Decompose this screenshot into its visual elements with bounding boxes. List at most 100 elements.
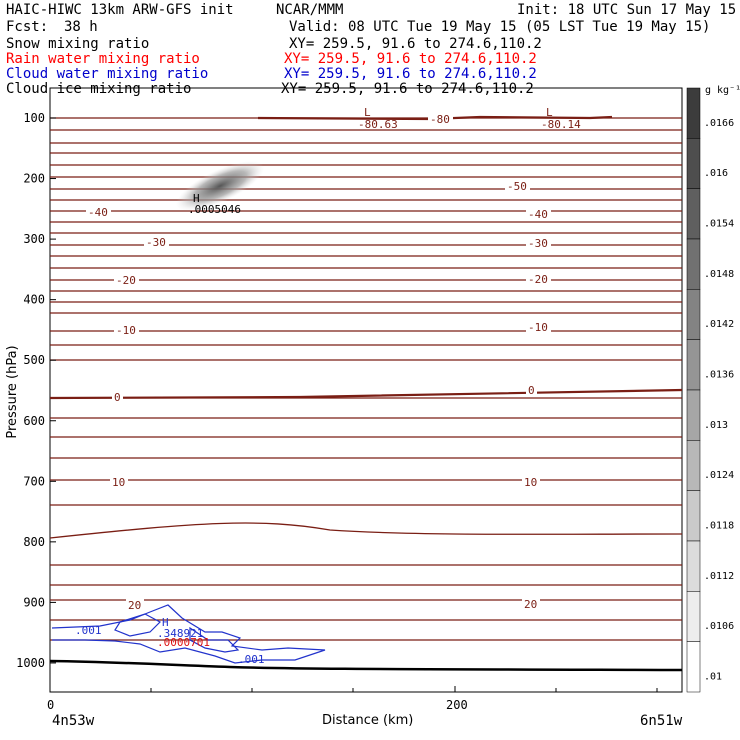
isotherm-label-bg — [526, 384, 537, 396]
forecast-hour: 38 h — [64, 19, 98, 35]
y-tick-label-900: 900 — [23, 595, 45, 609]
isotherm-label: -40 — [88, 206, 108, 219]
colorbar-segment — [686, 188, 701, 240]
isotherm-label: -10 — [116, 324, 136, 337]
isotherm-label: -20 — [116, 274, 136, 287]
colorbar-segment — [686, 238, 701, 290]
isotherm-label-bg — [526, 273, 551, 285]
isotherm-label-bg — [112, 391, 123, 403]
isotherm-label-bg — [114, 324, 139, 336]
field-name-cloud-ice: Cloud ice mixing ratio — [6, 81, 192, 97]
isotherm-label: -30 — [146, 236, 166, 249]
y-tick-label-300: 300 — [23, 232, 45, 246]
temp-low-marker-2: L — [546, 106, 553, 119]
y-tick-label-500: 500 — [23, 353, 45, 367]
temp-low-value-2: -80.14 — [541, 118, 581, 131]
field-xy-cloud-water: XY= 259.5, 91.6 to 274.6,110.2 — [284, 66, 537, 82]
temperature-contours — [49, 115, 683, 641]
left-location: 4n53w — [52, 713, 95, 729]
isotherm-label: 0 — [114, 391, 121, 404]
isotherm-label: 20 — [128, 599, 141, 612]
y-tick-label-400: 400 — [23, 293, 45, 307]
isotherm-label-bg — [526, 208, 551, 220]
field-name-cloud-water: Cloud water mixing ratio — [6, 66, 209, 82]
y-tick-label-1000: 1000 — [16, 656, 45, 670]
colorbar-segment — [686, 87, 701, 139]
x-tick-0: 0 — [47, 698, 54, 712]
colorbar-label: .0112 — [704, 571, 734, 582]
cloud-water-max-marker: H — [162, 616, 169, 629]
field-name-rain: Rain water mixing ratio — [6, 51, 200, 67]
colorbar-label: .013 — [704, 420, 728, 431]
terrain-line — [49, 659, 683, 672]
isotherm-label-bg — [505, 180, 530, 192]
cloud-water-label-2: .001 — [238, 653, 265, 666]
colorbar-segment — [686, 389, 701, 441]
y-axis-ticks: 100 200 300 400 500 600 700 800 900 1000 — [16, 111, 56, 670]
isotherm-label: -20 — [528, 273, 548, 286]
cloud-water-max-value: .348921 — [157, 627, 203, 640]
colorbar-label: .0124 — [704, 470, 734, 481]
isotherm-label-bg — [526, 237, 551, 249]
colorbar-label: .0148 — [704, 269, 734, 280]
isotherm-label-bg — [110, 476, 128, 488]
cloud-water-label-1: .001 — [75, 624, 102, 637]
colorbar-unit: g kg⁻¹ — [705, 85, 740, 96]
colorbar-segment — [686, 339, 701, 391]
colorbar-segment — [686, 138, 701, 189]
isotherm-label: -50 — [507, 180, 527, 193]
isotherm-label: 10 — [112, 476, 125, 489]
isotherm-label-bg — [126, 599, 144, 611]
field-xy-cloud-ice: XY= 259.5, 91.6 to 274.6,110.2 — [281, 81, 534, 97]
colorbar-segment — [686, 540, 701, 592]
colorbar-label: .01 — [704, 671, 722, 682]
colorbar-label: .0106 — [704, 621, 734, 632]
forecast-label: Fcst: — [6, 19, 49, 35]
isotherm-label: -40 — [528, 208, 548, 221]
y-tick-label-600: 600 — [23, 414, 45, 428]
y-tick-label-100: 100 — [23, 111, 45, 125]
model-title: HAIC-HIWC 13km ARW-GFS init — [6, 2, 234, 18]
isotherm-label: 20 — [524, 598, 537, 611]
x-axis-ticks — [49, 686, 658, 692]
x-axis-label: Distance (km) — [322, 713, 414, 728]
y-tick-label-200: 200 — [23, 172, 45, 186]
colorbar-label: .0118 — [704, 520, 734, 531]
y-tick-label-700: 700 — [23, 474, 45, 488]
colorbar-segment — [686, 641, 701, 693]
colorbar: .0166 .016 .0154 .0148 .0142 .0136 .013 .0124 .0… — [686, 87, 734, 693]
isotherm-label: 10 — [524, 476, 537, 489]
init-time: Init: 18 UTC Sun 17 May 15 — [517, 2, 737, 18]
isotherm-label-bg — [522, 598, 540, 610]
colorbar-segment — [686, 289, 701, 340]
isotherm-label: 0 — [528, 384, 535, 397]
rain-max-value: .0000701 — [157, 636, 210, 649]
y-axis-label: Pressure (hPa) — [5, 345, 20, 439]
valid-time: Valid: 08 UTC Tue 19 May 15 (05 LST Tue … — [289, 19, 711, 35]
colorbar-label: .0136 — [704, 369, 734, 380]
right-location: 6n51w — [640, 713, 683, 729]
x-tick-200: 200 — [446, 698, 468, 712]
colorbar-segment — [686, 440, 701, 491]
isotherm-label-bg — [522, 476, 540, 488]
isotherm-label: -30 — [528, 237, 548, 250]
y-tick-label-800: 800 — [23, 535, 45, 549]
field-xy-rain: XY= 259.5, 91.6 to 274.6,110.2 — [284, 51, 537, 67]
isotherm-label: -10 — [528, 321, 548, 334]
snow-shading — [175, 161, 265, 211]
isotherm-label-bg — [86, 206, 111, 218]
cloud-water-contours — [51, 604, 326, 664]
isotherm-zero-line — [49, 388, 683, 400]
field-xy-snow: XY= 259.5, 91.6 to 274.6,110.2 — [289, 36, 542, 52]
isotherm-label: -80 — [430, 113, 450, 126]
isotherm-label-bg — [144, 236, 169, 248]
colorbar-label: .0154 — [704, 218, 734, 229]
temp-low-marker-1: L — [364, 106, 371, 119]
temperature-contour-labels: -80 -50 -40 -40 -30 -30 -20 -20 -10 -10 0 0 10 10 20 20 — [86, 113, 551, 612]
colorbar-label: .016 — [704, 168, 728, 179]
isotherm-minus80-line — [257, 115, 613, 121]
temp-low-value-1: -80.63 — [358, 118, 398, 131]
org-label: NCAR/MMM — [276, 2, 344, 18]
isotherm-label-bg — [114, 274, 139, 286]
